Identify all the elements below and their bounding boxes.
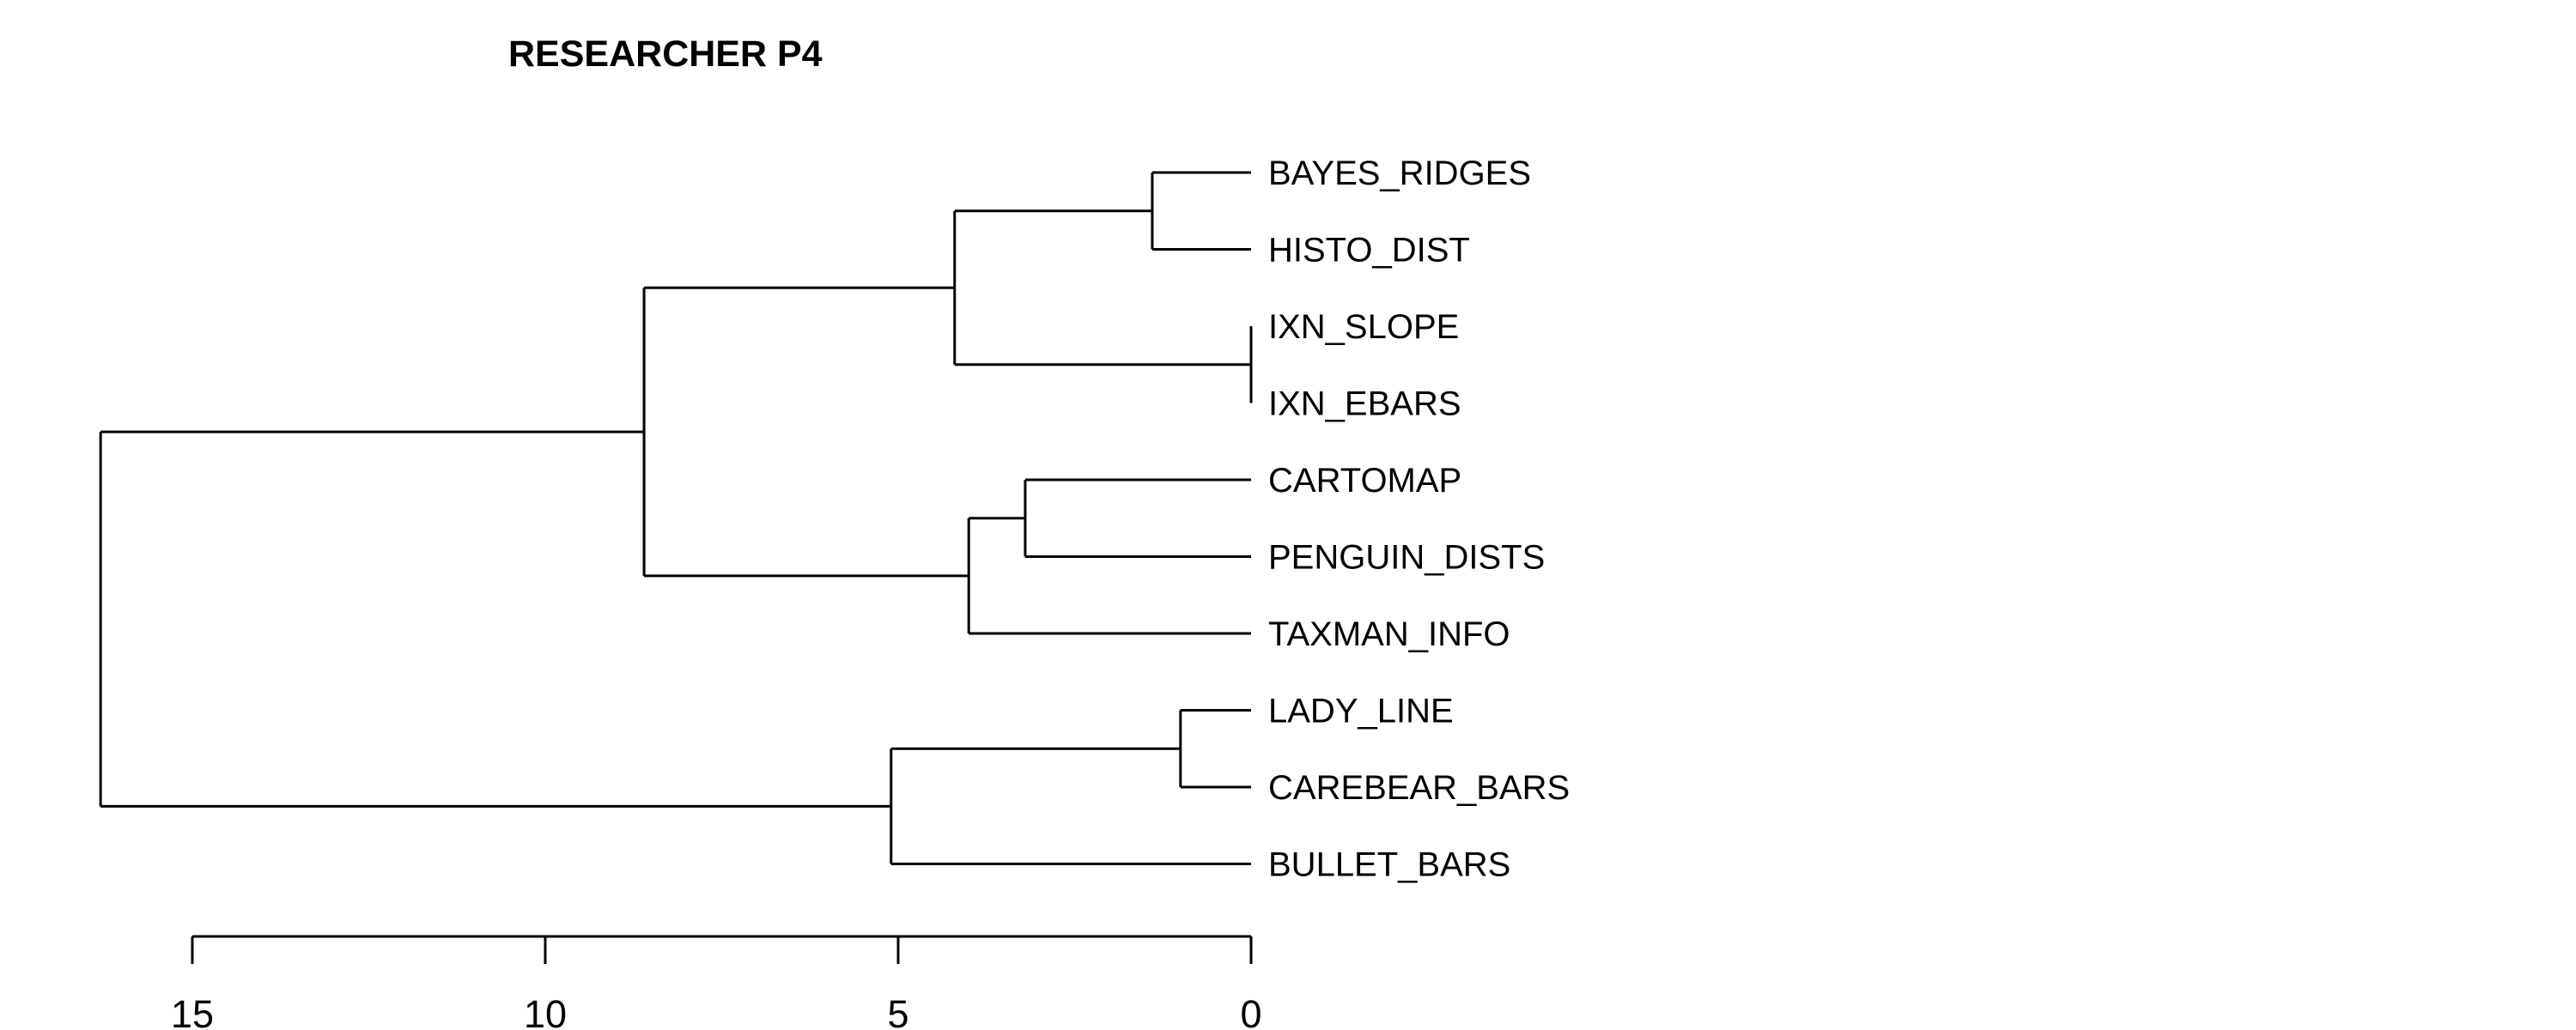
leaf-label: BULLET_BARS — [1268, 846, 1510, 884]
x-tick-label: 5 — [887, 992, 908, 1030]
leaf-label: TAXMAN_INFO — [1268, 615, 1510, 653]
leaf-label: LADY_LINE — [1268, 693, 1454, 730]
leaf-label: IXN_EBARS — [1268, 385, 1461, 423]
leaf-labels: BAYES_RIDGES HISTO_DIST IXN_SLOPE IXN_EBARS… — [1268, 154, 1570, 884]
x-tick-label: 10 — [524, 992, 567, 1030]
x-tick-label: 0 — [1240, 992, 1261, 1030]
leaf-label: PENGUIN_DISTS — [1268, 539, 1545, 577]
leaf-label: IXN_SLOPE — [1268, 308, 1459, 346]
leaf-label: CAREBEAR_BARS — [1268, 769, 1570, 807]
leaf-label: CARTOMAP — [1268, 462, 1461, 500]
leaf-label: HISTO_DIST — [1268, 232, 1470, 270]
x-tick-label: 15 — [171, 992, 214, 1030]
x-axis: 15 10 5 0 — [171, 935, 1262, 1030]
chart-title: RESEARCHER P4 — [508, 33, 823, 75]
dendrogram-branches — [99, 171, 1253, 865]
leaf-label: BAYES_RIDGES — [1268, 154, 1531, 192]
